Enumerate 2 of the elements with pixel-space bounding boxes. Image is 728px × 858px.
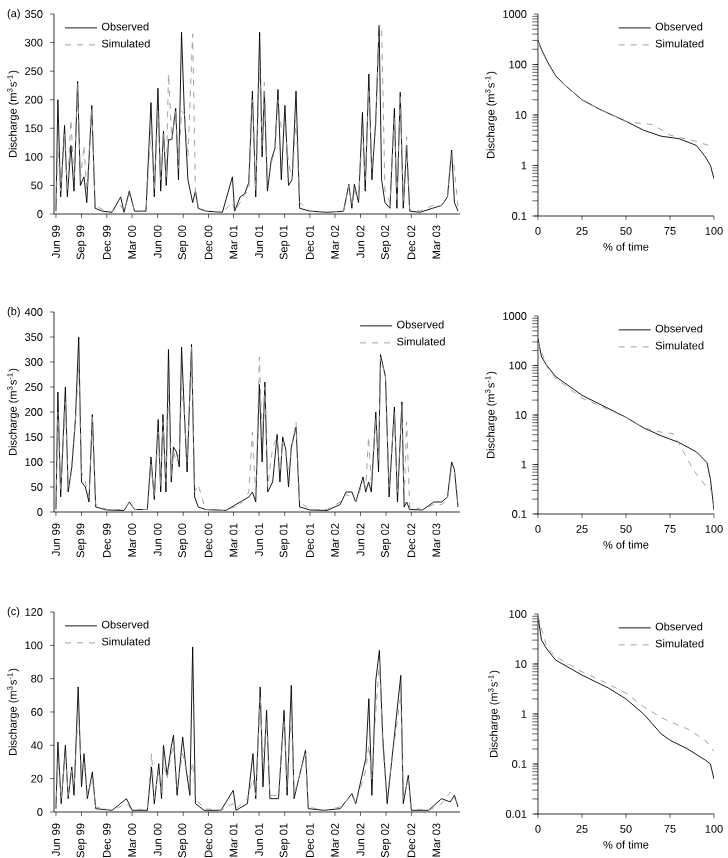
- line-series: [537, 41, 714, 148]
- line-series: [537, 615, 714, 752]
